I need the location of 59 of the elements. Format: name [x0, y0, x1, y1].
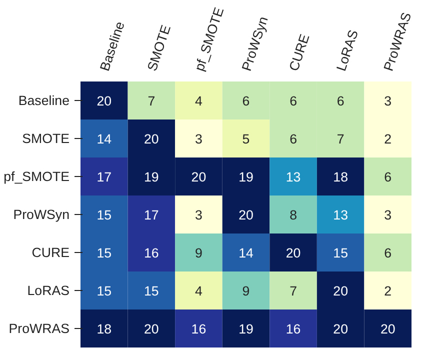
data-label: 6	[336, 94, 344, 108]
data-label: 18	[96, 322, 112, 336]
y-tick-label: ProWRAS	[8, 321, 70, 336]
data-label: 3	[384, 94, 392, 108]
data-label: 17	[144, 208, 159, 222]
data-label: 4	[195, 94, 204, 108]
data-label: 19	[144, 170, 159, 184]
data-label: 20	[96, 94, 112, 108]
data-label: 6	[384, 170, 392, 184]
y-tick-label: ProWSyn	[13, 207, 70, 222]
data-label: 20	[286, 246, 301, 260]
data-label: 2	[384, 132, 392, 146]
data-label: 6	[290, 132, 297, 146]
data-label: 20	[191, 170, 206, 184]
data-label: 3	[384, 208, 392, 222]
data-label: 8	[290, 208, 297, 222]
data-label: 5	[242, 132, 250, 146]
data-label: 7	[336, 132, 344, 146]
data-label: 16	[286, 322, 301, 336]
data-label: 15	[96, 208, 112, 222]
data-label: 2	[384, 284, 392, 298]
data-label: 6	[384, 246, 392, 260]
data-label: 20	[333, 284, 348, 298]
data-label: 20	[333, 322, 348, 336]
data-label: 7	[290, 284, 297, 298]
data-label: 13	[333, 208, 348, 222]
y-tick-label: CURE	[32, 245, 70, 260]
data-label: 9	[195, 246, 202, 260]
data-label: 7	[148, 94, 156, 108]
data-label: 20	[144, 132, 159, 146]
data-label: 14	[96, 132, 112, 146]
data-label: 14	[238, 246, 254, 260]
y-tick-label: pf_SMOTE	[4, 169, 70, 184]
data-label: 20	[380, 322, 396, 336]
data-label: 15	[96, 284, 112, 298]
data-label: 20	[144, 322, 159, 336]
data-label: 16	[144, 246, 159, 260]
data-label: 15	[333, 246, 348, 260]
data-label: 6	[242, 94, 250, 108]
data-label: 19	[238, 170, 254, 184]
data-label: 17	[96, 170, 112, 184]
data-label: 16	[191, 322, 206, 336]
data-label: 18	[333, 170, 348, 184]
data-label: 3	[195, 208, 202, 222]
data-label: 15	[96, 246, 112, 260]
y-tick-label: LoRAS	[27, 283, 70, 298]
data-label: 3	[195, 132, 202, 146]
y-tick-label: SMOTE	[22, 131, 70, 146]
y-tick-label: Baseline	[18, 93, 70, 108]
data-label: 6	[290, 94, 297, 108]
data-label: 20	[238, 208, 254, 222]
data-label: 13	[286, 170, 301, 184]
x-tick-label: CURE	[286, 32, 312, 73]
data-label: 9	[242, 284, 250, 298]
data-label: 15	[144, 284, 159, 298]
data-label: 4	[195, 284, 204, 298]
x-tick-label: LoRAS	[333, 28, 362, 73]
x-tick-label: SMOTE	[144, 23, 174, 73]
data-label: 19	[238, 322, 254, 336]
